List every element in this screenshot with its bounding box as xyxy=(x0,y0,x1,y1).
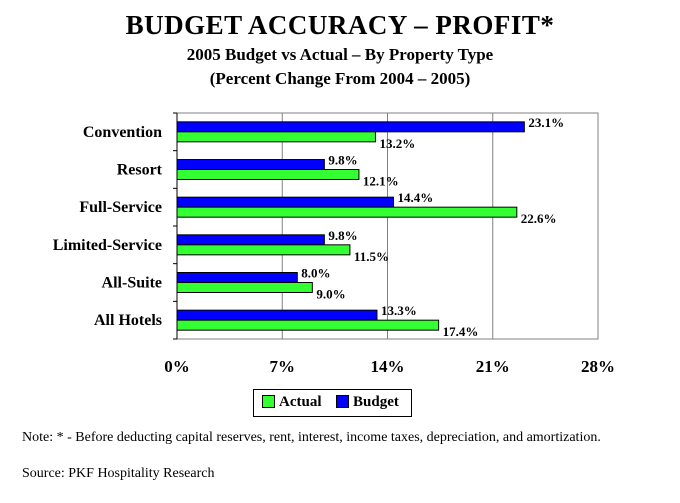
bar-actual xyxy=(176,169,360,180)
chart-subtitle-period: (Percent Change From 2004 – 2005) xyxy=(209,69,471,88)
chart-legend: Actual Budget xyxy=(253,389,412,417)
bar-budget xyxy=(176,121,525,133)
bar-actual xyxy=(176,319,440,331)
legend-label-budget: Budget xyxy=(353,394,399,410)
bar-actual xyxy=(176,244,351,256)
data-label-actual: 17.4% xyxy=(443,324,479,339)
chart-subtitle: 2005 Budget vs Actual – By Property Type xyxy=(186,45,494,64)
x-tick-label: 14% xyxy=(371,357,405,376)
bar-budget xyxy=(176,234,325,246)
data-label-budget: 14.4% xyxy=(398,190,434,205)
bar-chart: Convention 23.1% 13.2% Resort 9.8% 12.1% Full-… xyxy=(53,112,615,376)
data-label-actual: 13.2% xyxy=(379,136,415,151)
data-label-budget: 9.8% xyxy=(328,228,357,243)
legend-swatch-budget xyxy=(336,395,349,408)
data-label-budget: 9.8% xyxy=(328,153,357,168)
x-tick-label: 21% xyxy=(476,357,510,376)
data-label-budget: 23.1% xyxy=(528,115,564,130)
x-tick-label: 0% xyxy=(164,357,190,376)
footnote: Note: * - Before deducting capital reser… xyxy=(22,430,601,445)
bar-budget xyxy=(176,159,325,170)
bar-actual xyxy=(176,206,518,218)
bar-budget xyxy=(176,309,378,321)
legend-swatch-actual xyxy=(262,395,275,408)
bar-budget xyxy=(176,272,298,283)
data-label-actual: 22.6% xyxy=(521,211,557,226)
category-label: Limited-Service xyxy=(53,237,162,254)
x-tick-label: 28% xyxy=(581,357,615,376)
data-label-actual: 11.5% xyxy=(354,249,389,264)
category-label: Full-Service xyxy=(79,199,162,216)
chart-title: BUDGET ACCURACY – PROFIT* xyxy=(125,10,555,40)
bar-actual xyxy=(176,131,376,143)
category-label: Convention xyxy=(83,124,162,141)
bar-actual xyxy=(176,282,313,293)
legend-label-actual: Actual xyxy=(279,394,322,410)
data-label-actual: 12.1% xyxy=(363,174,399,189)
x-tick-label: 7% xyxy=(270,357,296,376)
category-label: All Hotels xyxy=(94,312,162,329)
category-label: All-Suite xyxy=(102,275,162,292)
category-label: Resort xyxy=(117,162,163,179)
data-label-budget: 13.3% xyxy=(381,303,417,318)
data-label-budget: 8.0% xyxy=(301,266,330,281)
source-note: Source: PKF Hospitality Research xyxy=(22,466,215,481)
data-label-actual: 9.0% xyxy=(316,287,345,302)
bar-budget xyxy=(176,196,395,208)
